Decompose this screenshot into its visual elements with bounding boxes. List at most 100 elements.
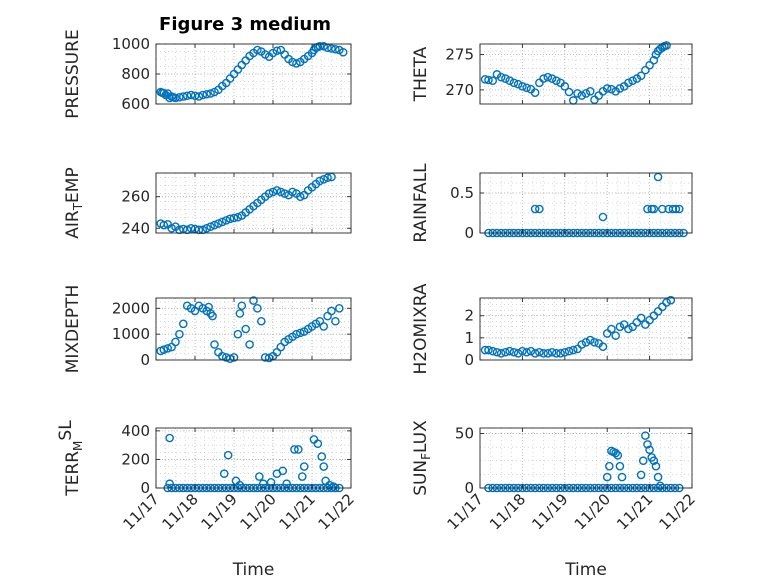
y-axis-label: PRESSURE xyxy=(63,29,83,118)
data-point xyxy=(488,76,498,86)
data-point xyxy=(253,304,262,313)
data-point xyxy=(568,345,578,355)
x-tick-label: 11/19 xyxy=(198,490,241,533)
data-point xyxy=(543,349,553,358)
data-point xyxy=(666,295,676,305)
data-point xyxy=(518,346,527,356)
data-point xyxy=(235,480,245,490)
data-point xyxy=(327,44,336,53)
data-point xyxy=(194,92,204,101)
y-axis-label: RAINFALL xyxy=(411,163,431,243)
data-point xyxy=(530,204,540,214)
data-point xyxy=(513,349,523,358)
data-point xyxy=(598,342,608,352)
axes-frame xyxy=(479,427,693,489)
y-tick-label: 600 xyxy=(121,95,150,113)
data-point xyxy=(573,344,582,354)
data-point xyxy=(315,41,325,51)
data-point xyxy=(278,466,288,476)
data-point xyxy=(167,223,176,233)
data-point xyxy=(288,187,297,197)
data-point xyxy=(315,176,325,186)
data-point xyxy=(266,477,276,487)
data-point xyxy=(165,433,174,443)
data-point xyxy=(649,456,659,466)
x-tick-label: 11/21 xyxy=(613,490,656,533)
data-point xyxy=(649,311,659,321)
data-point xyxy=(619,320,629,329)
data-point xyxy=(671,204,681,214)
data-point xyxy=(547,74,557,83)
subplot-pressure: 600 800 1000 PRESSURE xyxy=(63,29,352,119)
data-point xyxy=(602,84,612,93)
y-tick-label: 260 xyxy=(121,188,150,206)
data-point xyxy=(331,44,340,54)
y-tick-label: 2000 xyxy=(112,299,150,317)
x-tick-label: 11/20 xyxy=(571,490,614,533)
data-point xyxy=(272,46,282,56)
data-point xyxy=(632,74,642,83)
data-point xyxy=(276,187,286,197)
y-axis-label: THETA xyxy=(411,46,431,102)
data-point xyxy=(526,346,536,356)
data-point xyxy=(581,337,591,347)
y-tick-label: 0 xyxy=(464,224,474,242)
data-point xyxy=(658,302,667,312)
data-point xyxy=(325,480,334,490)
data-point xyxy=(233,329,243,339)
data-point xyxy=(581,89,591,98)
data-point xyxy=(530,349,540,358)
x-tick-label: 11/18 xyxy=(159,490,202,533)
data-point xyxy=(643,204,652,214)
axes-frame xyxy=(479,172,693,234)
series-markers xyxy=(480,295,676,358)
data-point xyxy=(221,216,231,225)
data-point xyxy=(564,87,574,97)
subplot-theta: 270 275 THETA xyxy=(411,41,693,105)
data-point xyxy=(272,186,282,195)
data-point xyxy=(299,462,309,471)
data-point xyxy=(256,316,266,326)
data-point xyxy=(651,461,661,471)
data-point xyxy=(260,353,270,362)
data-point xyxy=(509,78,519,88)
data-point xyxy=(611,448,620,458)
data-point xyxy=(338,47,348,57)
data-point xyxy=(607,324,616,334)
data-point xyxy=(255,472,264,481)
data-point xyxy=(202,223,211,233)
data-point xyxy=(488,346,498,356)
data-point xyxy=(658,204,667,214)
data-point xyxy=(217,217,227,227)
data-point xyxy=(552,349,561,358)
y-tick-label: 2 xyxy=(464,307,474,325)
data-point xyxy=(668,204,678,214)
data-point xyxy=(206,222,215,231)
x-axis-label: Time xyxy=(564,560,607,580)
data-point xyxy=(560,82,570,91)
data-point xyxy=(653,472,663,482)
data-point xyxy=(219,469,229,479)
data-point xyxy=(280,189,290,198)
data-point xyxy=(245,340,254,349)
data-point xyxy=(496,349,506,358)
data-point xyxy=(649,204,659,214)
data-point xyxy=(214,219,223,228)
data-point xyxy=(492,70,502,79)
data-point xyxy=(229,213,239,223)
y-tick-label: 50 xyxy=(455,424,474,442)
data-point xyxy=(632,318,642,327)
y-tick-label: 0 xyxy=(464,351,474,369)
y-axis-label: MIXDEPTH xyxy=(63,285,83,374)
axes-frame xyxy=(479,43,693,105)
data-point xyxy=(331,316,340,326)
y-tick-label: 1000 xyxy=(112,35,150,53)
data-point xyxy=(258,479,268,489)
y-tick-label: 0 xyxy=(140,351,150,369)
axes-frame xyxy=(155,297,352,361)
x-tick-label: 11/22 xyxy=(656,490,699,533)
y-axis-label: AIRTEMP xyxy=(63,167,85,238)
data-point xyxy=(163,344,172,353)
